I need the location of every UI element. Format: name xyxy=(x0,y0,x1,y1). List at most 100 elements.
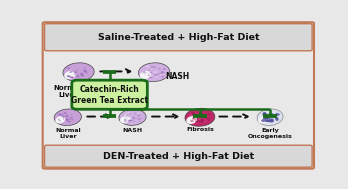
Circle shape xyxy=(63,117,65,118)
Circle shape xyxy=(145,71,148,72)
Text: DEN-Treated + High-Fat Diet: DEN-Treated + High-Fat Diet xyxy=(103,152,254,161)
Circle shape xyxy=(264,117,267,119)
Circle shape xyxy=(148,73,150,74)
Circle shape xyxy=(132,117,135,118)
Ellipse shape xyxy=(139,63,170,81)
Circle shape xyxy=(70,117,73,119)
Circle shape xyxy=(67,67,70,69)
Circle shape xyxy=(202,122,204,123)
Circle shape xyxy=(126,115,128,116)
FancyBboxPatch shape xyxy=(45,24,312,51)
Circle shape xyxy=(137,117,139,118)
Circle shape xyxy=(196,117,199,119)
Text: Normal
Liver: Normal Liver xyxy=(54,85,82,98)
Circle shape xyxy=(129,120,132,121)
Circle shape xyxy=(126,118,128,119)
Circle shape xyxy=(191,113,195,115)
Circle shape xyxy=(270,119,273,121)
Text: Early
Oncogenesis: Early Oncogenesis xyxy=(248,128,292,139)
Circle shape xyxy=(137,119,139,120)
Circle shape xyxy=(139,121,141,122)
Circle shape xyxy=(63,119,64,120)
Circle shape xyxy=(71,114,72,115)
Circle shape xyxy=(155,67,156,68)
Circle shape xyxy=(68,75,71,77)
Circle shape xyxy=(144,74,147,76)
Circle shape xyxy=(68,121,71,122)
Circle shape xyxy=(71,77,73,78)
Circle shape xyxy=(65,115,68,117)
Circle shape xyxy=(269,113,271,114)
Circle shape xyxy=(266,120,269,122)
Circle shape xyxy=(86,72,88,74)
Circle shape xyxy=(275,117,278,119)
Circle shape xyxy=(193,118,195,119)
Circle shape xyxy=(69,119,71,120)
Circle shape xyxy=(127,121,129,122)
Circle shape xyxy=(144,74,148,76)
Circle shape xyxy=(124,115,126,116)
Circle shape xyxy=(84,70,86,71)
Ellipse shape xyxy=(120,116,130,123)
Text: Fibrosis: Fibrosis xyxy=(186,127,214,132)
Circle shape xyxy=(124,119,127,121)
Circle shape xyxy=(262,119,266,122)
Circle shape xyxy=(131,121,133,122)
Circle shape xyxy=(267,120,271,122)
FancyBboxPatch shape xyxy=(45,145,312,167)
Circle shape xyxy=(197,118,199,119)
Circle shape xyxy=(60,115,62,116)
Ellipse shape xyxy=(140,71,151,79)
Circle shape xyxy=(71,71,73,72)
Circle shape xyxy=(158,73,160,75)
Circle shape xyxy=(71,119,74,120)
Circle shape xyxy=(80,73,82,74)
Circle shape xyxy=(66,120,68,121)
Ellipse shape xyxy=(257,109,283,125)
Circle shape xyxy=(58,119,60,120)
Circle shape xyxy=(155,76,157,78)
Circle shape xyxy=(270,114,274,116)
Circle shape xyxy=(197,117,199,118)
Text: Catechin-Rich
Green Tea Extract: Catechin-Rich Green Tea Extract xyxy=(71,85,148,105)
Circle shape xyxy=(61,116,63,118)
Circle shape xyxy=(73,74,75,75)
Text: NASH: NASH xyxy=(165,72,189,81)
Circle shape xyxy=(275,113,279,116)
Circle shape xyxy=(122,115,125,117)
Circle shape xyxy=(128,113,130,114)
Circle shape xyxy=(148,75,150,76)
Circle shape xyxy=(150,75,153,77)
Circle shape xyxy=(127,120,130,121)
Circle shape xyxy=(263,113,267,115)
Ellipse shape xyxy=(119,109,146,125)
Circle shape xyxy=(207,113,211,115)
Text: Saline-Treated + High-Fat Diet: Saline-Treated + High-Fat Diet xyxy=(97,33,259,43)
Circle shape xyxy=(189,114,192,116)
Circle shape xyxy=(150,76,153,78)
Circle shape xyxy=(198,118,201,120)
Circle shape xyxy=(137,112,140,114)
Circle shape xyxy=(64,112,66,114)
Circle shape xyxy=(126,112,129,114)
Circle shape xyxy=(62,114,63,115)
Circle shape xyxy=(139,118,142,119)
Circle shape xyxy=(192,112,194,113)
Circle shape xyxy=(155,74,158,76)
Circle shape xyxy=(161,71,163,72)
Circle shape xyxy=(199,113,201,114)
Circle shape xyxy=(203,114,206,116)
Circle shape xyxy=(148,75,150,76)
Ellipse shape xyxy=(258,116,268,123)
Circle shape xyxy=(129,120,133,121)
Circle shape xyxy=(194,115,196,116)
Circle shape xyxy=(149,72,152,73)
Circle shape xyxy=(126,121,128,122)
Circle shape xyxy=(151,66,154,68)
Ellipse shape xyxy=(64,71,76,79)
Circle shape xyxy=(195,121,197,122)
Text: Normal
Liver: Normal Liver xyxy=(55,128,81,139)
Circle shape xyxy=(134,121,135,122)
Circle shape xyxy=(159,68,161,70)
Circle shape xyxy=(201,119,204,121)
